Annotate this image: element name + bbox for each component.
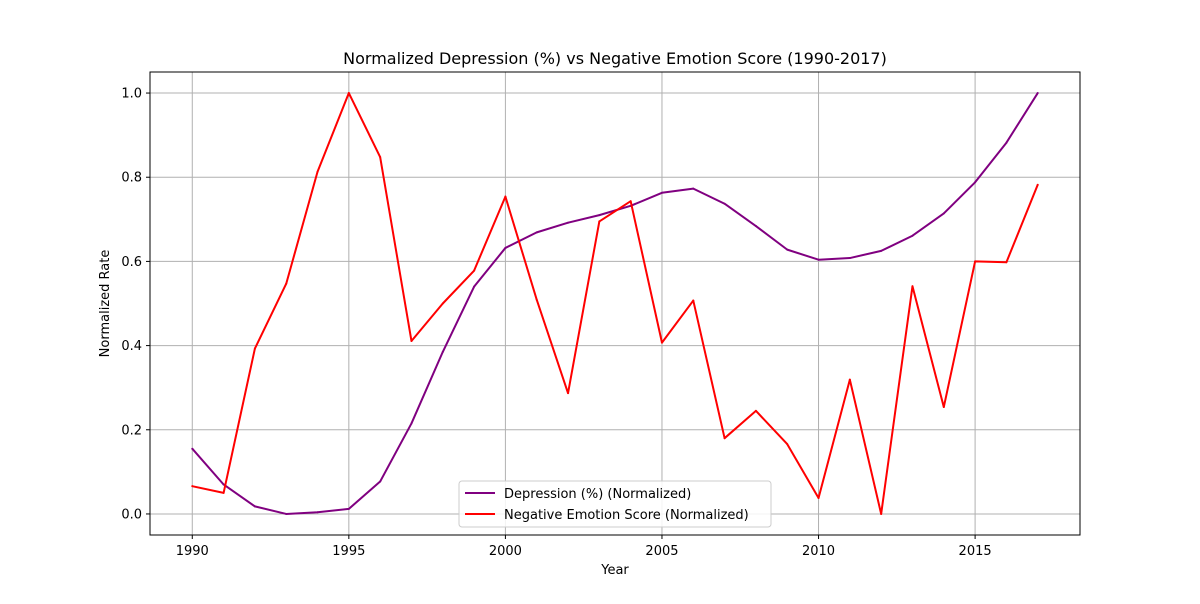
data-point-depression bbox=[911, 234, 914, 237]
x-tick-label: 2000 bbox=[489, 544, 522, 559]
data-point-negative-emotion bbox=[817, 496, 820, 499]
data-point-depression bbox=[942, 212, 945, 215]
data-point-negative-emotion bbox=[1036, 183, 1039, 186]
data-point-negative-emotion bbox=[660, 341, 663, 344]
data-point-negative-emotion bbox=[316, 170, 319, 173]
chart-title: Normalized Depression (%) vs Negative Em… bbox=[343, 49, 887, 68]
plot-frame bbox=[149, 71, 1081, 536]
y-tick-label: 0.2 bbox=[121, 423, 142, 438]
y-tick-label: 0.6 bbox=[121, 255, 142, 270]
data-point-depression bbox=[754, 225, 757, 228]
data-point-depression bbox=[974, 181, 977, 184]
grid bbox=[150, 72, 1080, 535]
data-point-negative-emotion bbox=[191, 485, 194, 488]
data-point-depression bbox=[347, 507, 350, 510]
data-point-negative-emotion bbox=[379, 156, 382, 159]
data-point-depression bbox=[1005, 141, 1008, 144]
y-tick-label: 0.0 bbox=[121, 507, 142, 522]
data-point-depression bbox=[285, 512, 288, 515]
data-point-negative-emotion bbox=[942, 406, 945, 409]
data-point-depression bbox=[535, 231, 538, 234]
data-point-negative-emotion bbox=[848, 378, 851, 381]
data-point-negative-emotion bbox=[692, 299, 695, 302]
data-point-depression bbox=[848, 257, 851, 260]
data-point-negative-emotion bbox=[786, 443, 789, 446]
data-point-negative-emotion bbox=[285, 282, 288, 285]
data-point-negative-emotion bbox=[1005, 261, 1008, 264]
y-tick-label: 0.8 bbox=[121, 171, 142, 186]
data-point-depression bbox=[817, 258, 820, 261]
y-tick-label: 0.4 bbox=[121, 339, 142, 354]
data-point-negative-emotion bbox=[347, 92, 350, 95]
y-axis-label: Normalized Rate bbox=[98, 250, 113, 358]
data-point-depression bbox=[723, 202, 726, 205]
data-point-negative-emotion bbox=[911, 285, 914, 288]
x-axis-label: Year bbox=[600, 563, 629, 578]
data-point-depression bbox=[441, 350, 444, 353]
data-point-negative-emotion bbox=[410, 339, 413, 342]
data-point-negative-emotion bbox=[880, 512, 883, 515]
series-layer bbox=[191, 92, 1039, 515]
data-point-depression bbox=[473, 285, 476, 288]
data-point-negative-emotion bbox=[723, 437, 726, 440]
data-point-depression bbox=[660, 191, 663, 194]
legend-box bbox=[458, 480, 772, 528]
series-line-negative-emotion bbox=[192, 92, 1039, 515]
data-point-depression bbox=[222, 483, 225, 486]
data-point-depression bbox=[786, 248, 789, 251]
data-point-negative-emotion bbox=[441, 302, 444, 305]
data-point-negative-emotion bbox=[754, 409, 757, 412]
data-point-negative-emotion bbox=[629, 200, 632, 203]
data-point-negative-emotion bbox=[222, 491, 225, 494]
data-point-negative-emotion bbox=[974, 260, 977, 263]
data-point-negative-emotion bbox=[253, 347, 256, 350]
data-point-depression bbox=[567, 221, 570, 224]
y-tick-label: 1.0 bbox=[121, 87, 142, 102]
legend-label-negative-emotion: Negative Emotion Score (Normalized) bbox=[504, 508, 749, 523]
x-tick-label: 1995 bbox=[332, 544, 365, 559]
data-point-depression bbox=[598, 214, 601, 217]
data-point-negative-emotion bbox=[473, 269, 476, 272]
data-point-depression bbox=[504, 246, 507, 249]
x-tick-label: 2010 bbox=[802, 544, 835, 559]
data-point-negative-emotion bbox=[535, 298, 538, 301]
legend-label-depression: Depression (%) (Normalized) bbox=[504, 487, 691, 502]
x-tick-label: 2005 bbox=[645, 544, 678, 559]
data-point-depression bbox=[253, 505, 256, 508]
data-point-negative-emotion bbox=[504, 195, 507, 198]
data-point-depression bbox=[410, 422, 413, 425]
data-point-depression bbox=[316, 511, 319, 514]
axis-ticks: 1990 1995 2000 2005 2010 2015 0.0 0.2 0.4 0.6 0.8 1… bbox=[121, 87, 991, 559]
data-point-depression bbox=[1036, 92, 1039, 95]
data-point-negative-emotion bbox=[567, 392, 570, 395]
legend: Depression (%) (Normalized) Negative Emo… bbox=[458, 480, 772, 528]
data-point-depression bbox=[880, 249, 883, 252]
data-point-depression bbox=[692, 187, 695, 190]
data-point-depression bbox=[191, 447, 194, 450]
x-tick-label: 1990 bbox=[176, 544, 209, 559]
data-point-depression bbox=[379, 480, 382, 483]
data-point-negative-emotion bbox=[598, 220, 601, 223]
x-tick-label: 2015 bbox=[959, 544, 992, 559]
